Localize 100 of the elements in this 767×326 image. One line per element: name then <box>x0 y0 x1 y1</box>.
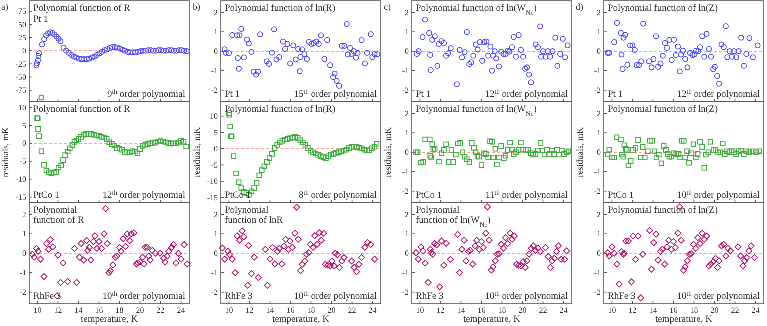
y-tick-label: -2 <box>594 288 601 297</box>
y-tick-label: 2 <box>597 109 601 118</box>
y-tick-label: -5 <box>211 160 218 170</box>
y-tick-label: 1 <box>597 28 601 37</box>
x-tick-label: 16 <box>286 306 295 315</box>
y-tick-label: -2 <box>594 86 601 95</box>
y-tick-label: 1 <box>22 230 26 239</box>
chart-title: Polynomial function of ln(Z) <box>608 206 718 216</box>
x-tick-label: 18 <box>690 306 698 315</box>
text: Polynomial function of lnR <box>225 206 284 226</box>
annotation: 15$^{th}$ order polynomial <box>294 88 378 100</box>
x-tick-label: 14 <box>649 306 658 315</box>
x-tick-label: 24 <box>560 306 568 315</box>
x-axis-title: temperature, K <box>464 315 521 325</box>
y-tick-label: -1 <box>594 268 601 278</box>
y-tick-label: -5 <box>20 157 26 166</box>
annotation: 12$^{th}$ order polynomial <box>102 190 186 201</box>
y-tick-label: 1 <box>214 28 218 37</box>
text: c) <box>384 2 391 12</box>
y-tick-label: 0 <box>22 46 26 56</box>
chart-title: Polynomial function of ln(R) <box>225 105 336 115</box>
y-tick-label: 0 <box>597 47 601 56</box>
y-tick-label: 1 <box>405 230 409 239</box>
x-tick-label: 20 <box>328 306 336 315</box>
x-tick-label: 12 <box>628 306 637 315</box>
x-tick-label: 20 <box>710 306 719 315</box>
y-tick-label: 0 <box>597 249 601 258</box>
y-tick-label: 1 <box>597 128 601 138</box>
x-tick-label: 22 <box>156 306 165 315</box>
y-tick-label: -50 <box>16 72 26 82</box>
y-tick-label: 0 <box>405 47 409 56</box>
x-tick-label: 12 <box>436 306 445 315</box>
annotation: 10$^{th}$ order polynomial <box>485 290 568 302</box>
annotation: Pt 1 <box>608 90 624 100</box>
annotation: 12$^{th}$ order polynomial <box>677 88 760 100</box>
y-tick-label: 2 <box>214 210 218 220</box>
annotation: 10$^{th}$ order polynomial <box>677 190 760 201</box>
y-tick-label: 2 <box>405 8 409 18</box>
annotation: 11$^{th}$ order polynomial <box>486 190 568 201</box>
annotation: 10$^{th}$ order polynomial <box>102 290 186 302</box>
x-tick-label: 10 <box>34 306 42 315</box>
y-tick-label: 0 <box>405 249 409 258</box>
y-tick-label: -1 <box>211 268 218 278</box>
y-tick-label: -1 <box>594 168 601 177</box>
y-tick-label: 0 <box>214 47 218 56</box>
y-tick-label: -1 <box>402 268 409 278</box>
y-tick-label: -2 <box>211 86 218 95</box>
x-tick-label: 16 <box>478 306 486 315</box>
y-axis-title: residuals, mK <box>192 127 202 178</box>
x-tick-label: 12 <box>54 306 62 315</box>
text: d) <box>576 2 584 12</box>
x-tick-label: 14 <box>457 306 466 315</box>
chart-title: Polynomial function of ln(Z) <box>608 4 718 14</box>
y-tick-label: -2 <box>402 86 409 95</box>
y-tick-label: 2 <box>597 210 601 220</box>
chart-title: Polynomial function of ln(R) <box>225 4 336 14</box>
text: b) <box>193 2 200 12</box>
y-tick-label: 2 <box>22 210 26 220</box>
chart-title: Polynomial function of ln(W$_{Ne}$) <box>416 105 537 118</box>
chart-title: Polynomial function of ln(W$_{Ne}$) <box>416 4 537 16</box>
x-tick-label: 22 <box>348 306 356 315</box>
y-tick-label: 25 <box>18 33 26 42</box>
x-axis-title: temperature, K <box>272 315 330 325</box>
y-axis-title: residuals, mK <box>575 127 585 178</box>
x-tick-label: 16 <box>670 306 678 315</box>
y-tick-label: -10 <box>16 175 26 184</box>
x-tick-label: 24 <box>752 306 760 315</box>
y-tick-label: 5 <box>214 128 218 138</box>
text: a) <box>2 2 8 12</box>
annotation: PtCo 1 <box>416 191 442 201</box>
y-tick-label: -25 <box>16 60 26 69</box>
y-tick-label: -1 <box>594 66 601 76</box>
x-axis-title: temperature, K <box>656 315 713 325</box>
x-tick-label: 24 <box>368 306 377 315</box>
y-axis-title: residuals, mK <box>383 127 393 178</box>
y-tick-label: -15 <box>207 193 218 202</box>
annotation: Pt 1 <box>416 90 432 100</box>
y-tick-label: 1 <box>405 128 409 138</box>
x-tick-label: 14 <box>266 306 274 315</box>
y-tick-label: -1 <box>402 168 409 177</box>
y-tick-label: 2 <box>405 210 409 220</box>
y-tick-label: 2 <box>214 8 218 18</box>
y-tick-label: -2 <box>402 186 409 196</box>
y-tick-label: -15 <box>16 192 26 202</box>
annotation: 10$^{th}$ order polynomial <box>677 290 760 302</box>
chart-title: Polynomial function of ln(Z) <box>608 105 718 115</box>
x-tick-label: 20 <box>518 306 527 315</box>
x-tick-label: 12 <box>246 306 254 315</box>
y-tick-label: -2 <box>20 288 26 297</box>
x-tick-label: 18 <box>116 306 124 315</box>
y-tick-label: 50 <box>18 20 26 30</box>
y-tick-label: -1 <box>402 66 409 76</box>
y-tick-label: 2 <box>405 109 409 118</box>
annotation: PtCo 1 <box>608 191 634 201</box>
text: Polynomial function of R <box>34 206 85 226</box>
x-tick-label: 18 <box>307 306 316 315</box>
x-tick-label: 10 <box>608 306 616 315</box>
y-tick-label: -1 <box>20 268 26 278</box>
y-tick-label: -75 <box>16 86 26 96</box>
x-tick-label: 10 <box>416 306 424 315</box>
